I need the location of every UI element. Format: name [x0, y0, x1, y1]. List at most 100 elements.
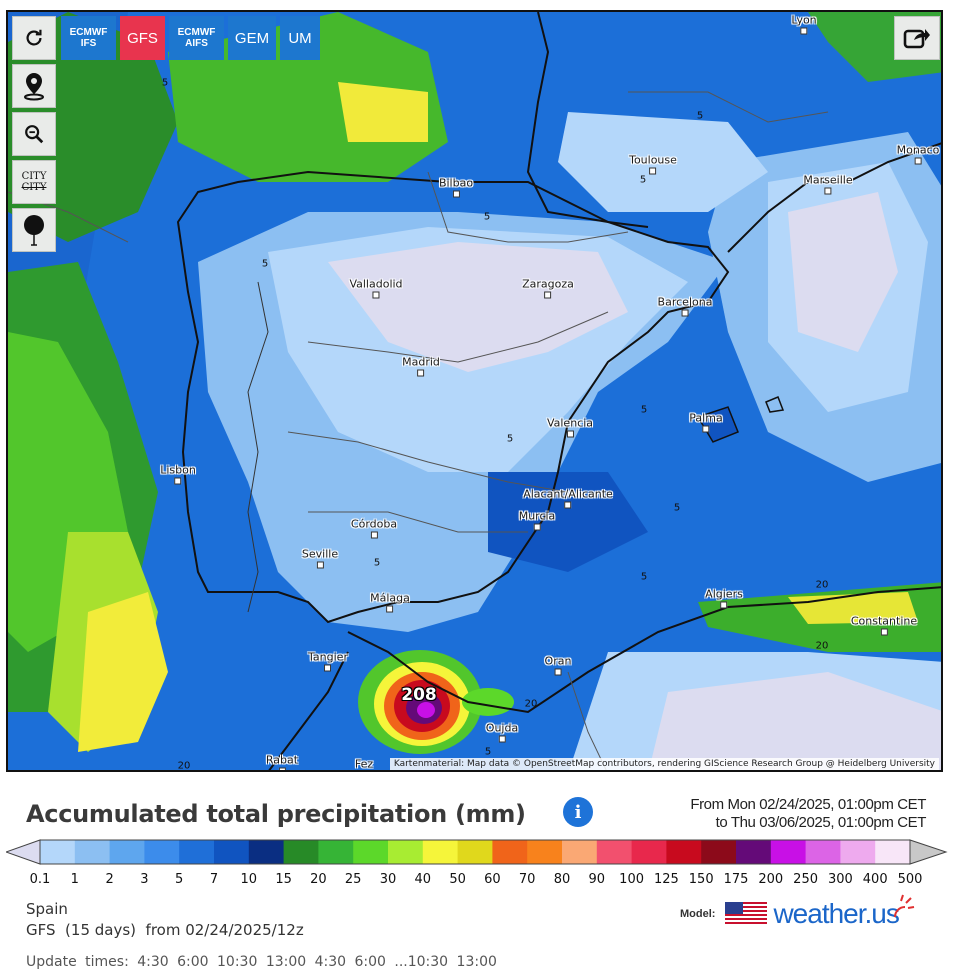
city-cordoba: Córdoba: [351, 518, 397, 539]
scale-swatch: [770, 840, 807, 864]
scale-tick-label: 500: [897, 872, 923, 887]
city-malaga: Málaga: [370, 592, 410, 613]
contour-label: 20: [524, 698, 538, 710]
date-from: From Mon 02/24/2025, 01:00pm CET: [690, 796, 926, 813]
scale-tick-label: 40: [414, 872, 432, 887]
city-labels-toggle[interactable]: CITY CITY: [12, 160, 56, 204]
contour-label: 5: [373, 557, 381, 569]
zoom-out-button[interactable]: [12, 112, 56, 156]
legend-title: Accumulated total precipitation (mm): [26, 800, 526, 828]
city-marseille: Marseille: [803, 174, 853, 195]
peak-value-label: 208: [401, 685, 437, 705]
color-scale-labels: 0.1 1 2 3 5 7 10 15 20 25 30 40 50 60 70 80 90 100 125 150 1…: [0, 872, 957, 890]
map-base-layer: [8, 12, 941, 770]
run-info: GFS (15 days) from 02/24/2025/12z: [26, 921, 304, 939]
info-icon[interactable]: i: [563, 797, 593, 827]
city-oran: Oran: [545, 655, 571, 676]
scale-swatch: [562, 840, 598, 864]
scale-tick-label: 70: [518, 872, 536, 887]
city-monaco: Monaco: [897, 144, 939, 165]
share-button[interactable]: [894, 16, 940, 60]
scale-swatch: [144, 840, 180, 864]
scale-swatch: [283, 840, 319, 864]
contour-label: 20: [177, 760, 191, 772]
location-name: Spain: [26, 900, 68, 918]
scale-swatch: [40, 840, 76, 864]
contour-label: 5: [673, 502, 681, 514]
city-seville: Seville: [302, 548, 338, 569]
scale-swatch: [353, 840, 389, 864]
scale-tick-label: 2: [105, 872, 114, 887]
contour-label: 5: [161, 77, 169, 89]
scale-swatch: [840, 840, 876, 864]
precipitation-map[interactable]: Lyon Toulouse Monaco Marseille Bilbao Va…: [6, 10, 943, 772]
scale-tick-label: 0.1: [29, 872, 51, 887]
scale-swatch: [736, 840, 772, 864]
city-toulouse: Toulouse: [629, 154, 677, 175]
location-pin-icon: [24, 73, 44, 101]
scale-swatch: [214, 840, 250, 864]
scale-tick-label: 80: [553, 872, 571, 887]
scale-tick-label: 10: [240, 872, 258, 887]
zoom-out-icon: [25, 125, 44, 144]
marker-button[interactable]: [12, 208, 56, 252]
city-madrid: Madrid: [402, 356, 440, 377]
city-lyon: Lyon: [791, 14, 817, 35]
scale-swatch: [666, 840, 702, 864]
refresh-icon: [26, 29, 42, 46]
scale-tick-label: 60: [484, 872, 501, 887]
city-lisbon: Lisbon: [160, 464, 196, 485]
city-valladolid: Valladolid: [349, 278, 403, 299]
model-gfs-button[interactable]: GFS: [120, 16, 165, 60]
scale-swatch: [422, 840, 459, 864]
scale-tick-label: 1: [70, 872, 79, 887]
contour-label: 5: [261, 258, 269, 270]
city-fez: Fez: [354, 757, 374, 771]
scale-tick-label: 400: [862, 872, 888, 887]
scale-swatch: [527, 840, 563, 864]
city-valencia: Valencia: [547, 417, 593, 438]
scale-tick-label: 125: [653, 872, 679, 887]
scale-tick-label: 25: [344, 872, 362, 887]
scale-swatch: [318, 840, 354, 864]
scale-tick-label: 175: [723, 872, 749, 887]
city-bilbao: Bilbao: [439, 177, 473, 198]
scale-swatch: [875, 840, 911, 864]
refresh-button[interactable]: [12, 16, 56, 60]
scale-tick-label: 3: [140, 872, 149, 887]
city-toggle-label-on: CITY: [21, 171, 47, 182]
map-attribution: Kartenmaterial: Map data © OpenStreetMap…: [389, 758, 939, 770]
date-to: to Thu 03/06/2025, 01:00pm CET: [715, 814, 927, 831]
contour-label: 5: [696, 110, 704, 122]
scale-tick-label: 200: [758, 872, 784, 887]
update-times-row: Update times: 4:30 6:00 10:30 13:00 4:30…: [26, 954, 497, 970]
scale-tick-label: 5: [175, 872, 184, 887]
city-algiers: Algiers: [705, 588, 743, 609]
scale-tick-label: 7: [209, 872, 219, 887]
model-um-button[interactable]: UM: [280, 16, 320, 60]
scale-tick-label: 30: [379, 872, 397, 887]
city-murcia: Murcia: [519, 510, 555, 531]
scale-tick-label: 90: [588, 872, 606, 887]
weather-us-logo[interactable]: weather.us: [773, 898, 899, 929]
city-rabat: Rabat: [266, 754, 298, 770]
pin-marker-icon: [24, 215, 44, 246]
location-button[interactable]: [12, 64, 56, 108]
contour-label: 5: [640, 571, 648, 583]
model-ecmwf-aifs-button[interactable]: ECMWF AIFS: [169, 16, 224, 60]
scale-outline: [39, 839, 911, 865]
scale-swatch: [631, 840, 667, 864]
city-oujda: Oujda: [486, 722, 518, 743]
scale-swatch: [248, 840, 285, 864]
scale-tick-label: 20: [310, 872, 327, 887]
model-gem-button[interactable]: GEM: [228, 16, 276, 60]
city-barcelona: Barcelona: [658, 296, 712, 317]
sun-rays-icon: [893, 894, 915, 918]
scale-swatch: [457, 840, 493, 864]
contour-label: 5: [484, 746, 492, 758]
scale-tick-label: 150: [688, 872, 714, 887]
us-flag-icon: [725, 902, 768, 926]
model-ecmwf-ifs-button[interactable]: ECMWF IFS: [61, 16, 116, 60]
scale-swatch: [701, 840, 737, 864]
contour-label: 20: [815, 640, 829, 652]
